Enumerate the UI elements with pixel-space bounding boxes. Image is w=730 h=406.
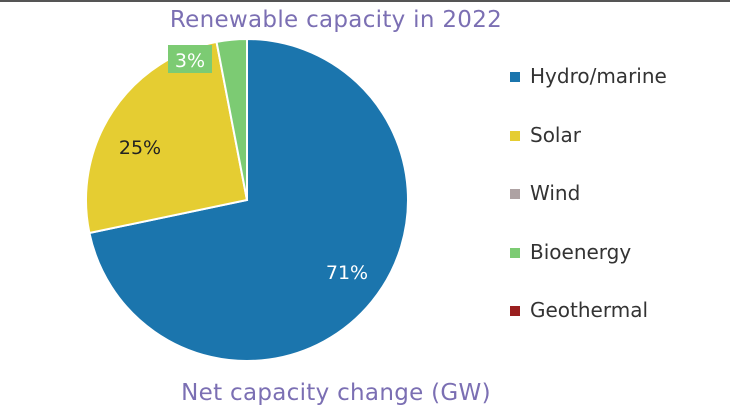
top-border (0, 0, 730, 2)
legend-item-bioenergy: Bioenergy (510, 240, 725, 299)
legend-swatch-solar (510, 130, 520, 141)
legend-item-geothermal: Geothermal (510, 298, 725, 357)
pie-slice-hydro-marine (88, 37, 409, 362)
legend-swatch-geothermal (510, 306, 520, 316)
pie-chart: 71% 25% 3% (85, 37, 409, 362)
legend-label-solar: Solar (530, 122, 581, 147)
legend-item-wind: Wind (510, 181, 725, 240)
legend-label-wind: Wind (530, 181, 581, 205)
chart-legend: Hydro/marine Solar Wind Bioenergy Geothe… (510, 64, 725, 357)
legend-label-bioenergy: Bioenergy (530, 239, 632, 264)
legend-item-solar: Solar (510, 123, 725, 182)
legend-swatch-hydro-marine (510, 72, 520, 82)
next-chart-title: Net capacity change (GW) (181, 380, 491, 406)
pie-slice-bioenergy (215, 37, 248, 201)
data-label-bioenergy: 3% (175, 50, 205, 72)
legend-swatch-wind (510, 189, 520, 199)
data-label-hydro-marine: 71% (326, 262, 368, 284)
data-label-solar: 25% (119, 137, 161, 159)
data-label-bg-bioenergy (168, 45, 212, 73)
legend-label-geothermal: Geothermal (530, 298, 649, 322)
legend-label-hydro-marine: Hydro/marine (530, 64, 667, 88)
legend-swatch-bioenergy (510, 247, 520, 258)
chart-title: Renewable capacity in 2022 (169, 7, 503, 33)
legend-item-hydro-marine: Hydro/marine (510, 64, 725, 123)
